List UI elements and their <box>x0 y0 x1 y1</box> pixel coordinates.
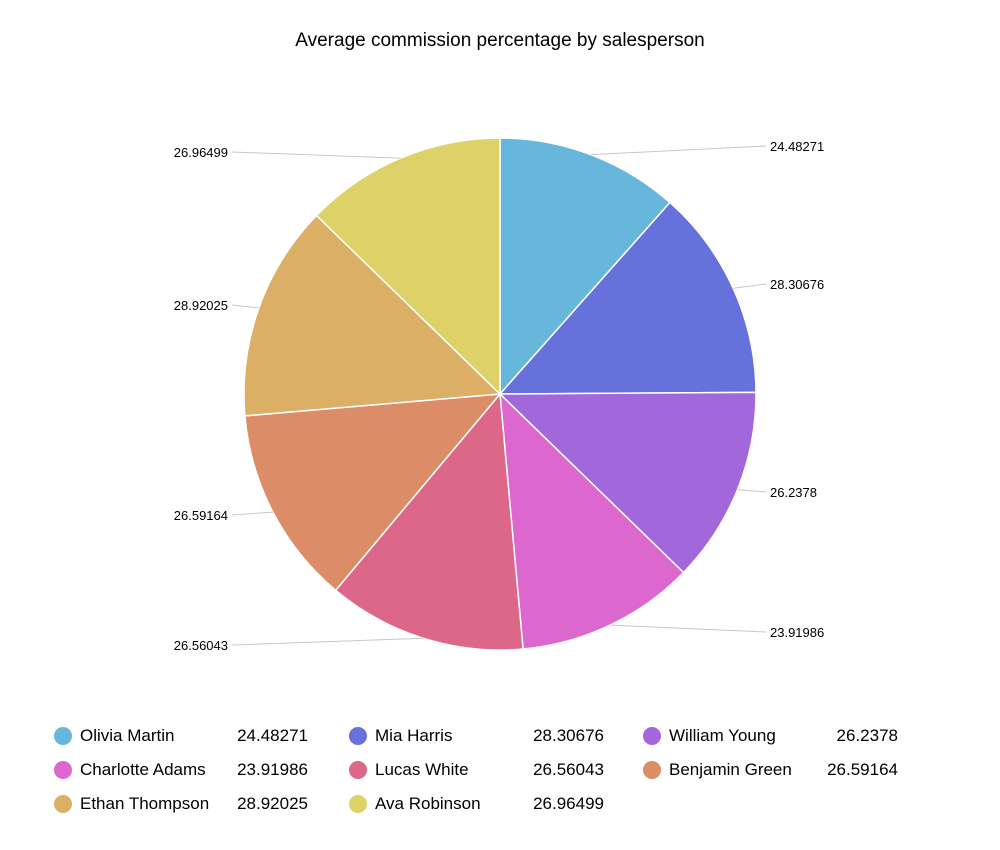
legend-name: Olivia Martin <box>80 726 175 745</box>
legend-name: William Young <box>669 726 776 745</box>
pie-slice[interactable] <box>498 201 757 395</box>
label-leader-line <box>590 145 767 156</box>
pie-slice[interactable] <box>498 391 757 574</box>
slice-label: 24.48271 <box>770 139 824 154</box>
label-leader-line <box>733 283 767 289</box>
legend-item[interactable]: Ava Robinson 26.96499 <box>349 792 604 816</box>
legend-value: 28.92025 <box>237 794 308 813</box>
slice-label: 26.59164 <box>174 508 228 523</box>
slice-label: 23.91986 <box>770 625 824 640</box>
pie-chart: 24.48271 28.30676 26.2378 23.91986 26.56043 2… <box>174 137 824 653</box>
slice-label: 28.30676 <box>770 277 824 292</box>
legend-item[interactable]: Olivia Martin 24.48271 <box>54 724 308 748</box>
slice-label: 26.56043 <box>174 638 228 653</box>
legend-value: 26.56043 <box>533 760 604 779</box>
legend-marker-icon <box>349 727 367 745</box>
label-leader-line <box>231 637 424 646</box>
legend-name: Charlotte Adams <box>80 760 206 779</box>
legend-marker-icon <box>643 761 661 779</box>
legend-marker-icon <box>349 795 367 813</box>
legend-item[interactable]: Mia Harris 28.30676 <box>349 724 604 748</box>
label-leader-line <box>231 304 259 309</box>
legend-value: 26.96499 <box>533 794 604 813</box>
pie-slice[interactable] <box>243 214 502 417</box>
legend-name: Ava Robinson <box>375 794 481 813</box>
legend-value: 28.30676 <box>533 726 604 745</box>
legend-item[interactable]: Lucas White 26.56043 <box>349 758 604 782</box>
legend-name: Lucas White <box>375 760 469 779</box>
label-leader-line <box>610 624 767 633</box>
legend-name: Ethan Thompson <box>80 794 210 813</box>
legend-value: 23.91986 <box>237 760 308 779</box>
legend-value: 26.2378 <box>836 726 898 745</box>
label-leader-line <box>231 511 273 516</box>
legend-marker-icon <box>349 761 367 779</box>
slice-label: 26.96499 <box>174 145 228 160</box>
legend-value: 26.59164 <box>827 760 898 779</box>
legend-value: 24.48271 <box>237 726 308 745</box>
pie-slice[interactable] <box>315 137 501 396</box>
legend-marker-icon <box>54 761 72 779</box>
legend-name: Benjamin Green <box>669 760 792 779</box>
slice-label: 28.92025 <box>174 298 228 313</box>
legend-marker-icon <box>643 727 661 745</box>
label-leader-line <box>231 151 401 159</box>
label-leader-line <box>737 489 767 493</box>
legend-item[interactable]: Benjamin Green 26.59164 <box>643 758 898 782</box>
pie-slice[interactable] <box>499 392 685 650</box>
legend-item[interactable]: Charlotte Adams 23.91986 <box>54 758 308 782</box>
legend-item[interactable]: William Young 26.2378 <box>643 724 898 748</box>
slice-label: 26.2378 <box>770 485 817 500</box>
legend-name: Mia Harris <box>375 726 453 745</box>
legend-marker-icon <box>54 727 72 745</box>
legend-item[interactable]: Ethan Thompson 28.92025 <box>54 792 308 816</box>
chart-title: Average commission percentage by salespe… <box>295 30 705 51</box>
legend-marker-icon <box>54 795 72 813</box>
